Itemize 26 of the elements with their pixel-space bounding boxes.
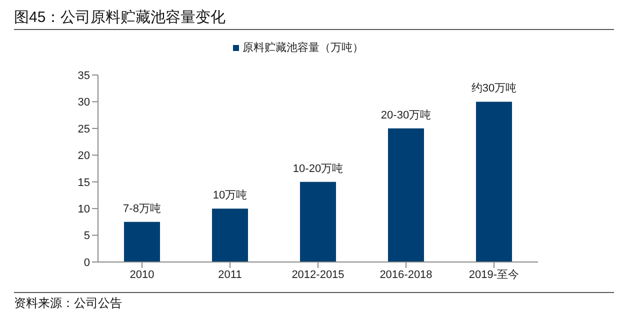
y-tick-label: 5 bbox=[84, 230, 90, 242]
chart-title: 图45：公司原料贮藏池容量变化 bbox=[14, 8, 614, 30]
bar bbox=[476, 102, 512, 262]
y-tick-label: 10 bbox=[78, 203, 90, 216]
y-tick-label: 20 bbox=[78, 150, 90, 162]
y-tick-label: 0 bbox=[84, 256, 90, 269]
y-tick-label: 25 bbox=[78, 123, 90, 136]
y-tick-label: 30 bbox=[78, 96, 90, 109]
data-label: 10万吨 bbox=[212, 188, 248, 202]
x-tick-label: 2010 bbox=[130, 268, 154, 281]
x-tick-label: 2016-2018 bbox=[380, 268, 432, 281]
bar bbox=[388, 128, 424, 262]
y-tick-label: 35 bbox=[78, 70, 90, 82]
x-tick-label: 2012-2015 bbox=[292, 268, 344, 281]
data-label: 7-8万吨 bbox=[123, 202, 161, 215]
text: 资料来源：公司公告 bbox=[14, 295, 614, 312]
x-tick-label: 2019-至今 bbox=[468, 268, 520, 281]
y-tick-label: 15 bbox=[78, 176, 90, 189]
data-label: 约30万吨 bbox=[471, 82, 517, 95]
x-tick-label: 2011 bbox=[218, 268, 242, 281]
bar bbox=[124, 222, 160, 262]
data-label: 10-20万吨 bbox=[292, 162, 344, 175]
data-label: 20-30万吨 bbox=[380, 108, 432, 122]
bar bbox=[212, 208, 248, 262]
legend-label: 原料贮藏池容量（万吨） bbox=[242, 42, 364, 54]
bar bbox=[300, 182, 336, 262]
